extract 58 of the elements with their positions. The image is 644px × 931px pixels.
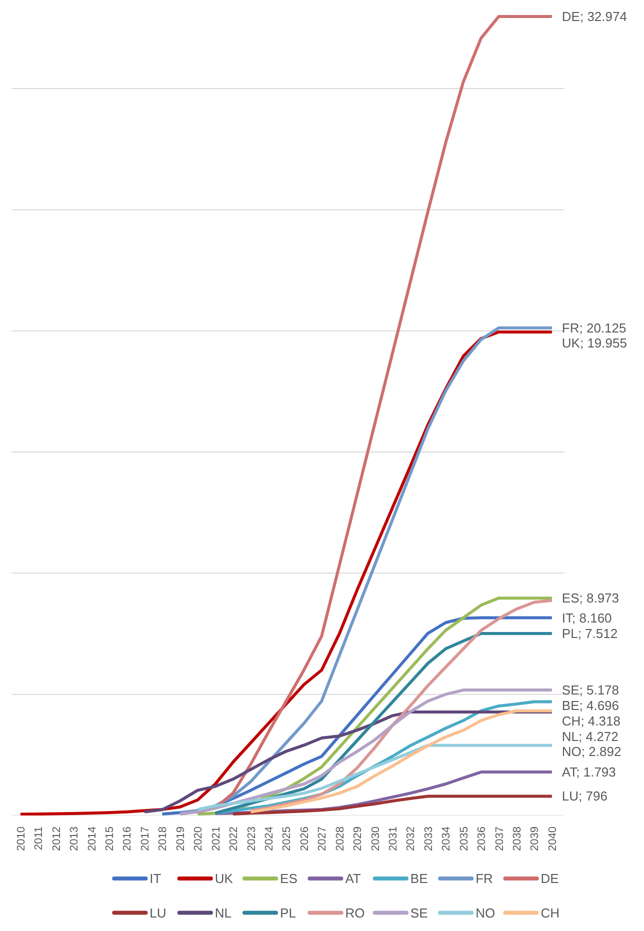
- legend-label: RO: [345, 905, 365, 920]
- x-tick-label: 2033: [422, 826, 435, 851]
- legend-label: CH: [540, 905, 560, 920]
- x-tick-label: 2015: [104, 826, 116, 851]
- x-tick-label: 2038: [511, 826, 524, 851]
- x-tick-label: 2016: [122, 826, 134, 851]
- x-tick-label: 2027: [316, 826, 329, 851]
- data-label: CH; 4.318: [562, 713, 620, 728]
- x-tick-label: 2029: [352, 826, 364, 851]
- legend-label: NL: [214, 905, 232, 920]
- x-tick-label: 2031: [387, 826, 400, 851]
- data-label: SE; 5.178: [562, 682, 620, 698]
- x-tick-label: 2025: [281, 826, 294, 851]
- legend-label: IT: [150, 870, 162, 886]
- x-tick-label: 2020: [192, 826, 205, 851]
- x-tick-label: 2023: [246, 826, 258, 851]
- data-label: UK; 19.955: [562, 336, 627, 351]
- x-tick-label: 2011: [33, 826, 46, 850]
- data-label: AT; 1.793: [562, 764, 616, 780]
- legend-label: BE: [410, 870, 428, 886]
- legend-label: ES: [280, 870, 298, 886]
- legend-label: AT: [345, 870, 361, 886]
- legend-label: FR: [476, 870, 493, 886]
- x-tick-label: 2037: [494, 826, 506, 851]
- x-tick-label: 2021: [210, 826, 222, 851]
- x-tick-label: 2017: [139, 826, 152, 851]
- x-tick-label: 2014: [86, 826, 98, 851]
- x-tick-label: 2018: [157, 826, 170, 851]
- data-label: BE; 4.696: [562, 698, 620, 713]
- legend-label: SE: [410, 905, 428, 920]
- x-tick-label: 2039: [529, 826, 542, 851]
- legend-label: PL: [280, 905, 296, 920]
- x-tick-label: 2034: [440, 826, 453, 851]
- x-tick-label: 2010: [15, 826, 28, 851]
- data-label: LU; 796: [562, 788, 608, 804]
- x-tick-label: 2024: [263, 826, 276, 851]
- legend-label: DE: [540, 870, 560, 886]
- x-tick-label: 2040: [546, 826, 559, 851]
- x-tick-label: 2028: [334, 826, 346, 851]
- x-tick-label: 2030: [370, 826, 382, 851]
- data-label: IT; 8.160: [562, 610, 612, 626]
- legend-label: NO: [476, 905, 496, 920]
- x-tick-label: 2013: [68, 826, 81, 851]
- x-tick-label: 2035: [458, 826, 470, 851]
- data-label: ES; 8.973: [562, 590, 620, 606]
- x-tick-label: 2012: [50, 826, 63, 851]
- x-tick-label: 2032: [405, 826, 418, 851]
- data-label: PL; 7.512: [562, 626, 618, 641]
- data-label: FR; 20.125: [562, 320, 626, 336]
- x-tick-label: 2036: [476, 826, 488, 851]
- x-tick-label: 2022: [228, 826, 240, 851]
- data-label: NL; 4.272: [562, 728, 618, 744]
- x-tick-label: 2019: [174, 826, 187, 851]
- data-label: NO; 2.892: [562, 744, 622, 760]
- legend-label: LU: [150, 905, 166, 920]
- x-tick-label: 2026: [298, 826, 311, 851]
- legend-label: UK: [214, 870, 234, 886]
- data-label: DE; 32.974: [562, 8, 627, 24]
